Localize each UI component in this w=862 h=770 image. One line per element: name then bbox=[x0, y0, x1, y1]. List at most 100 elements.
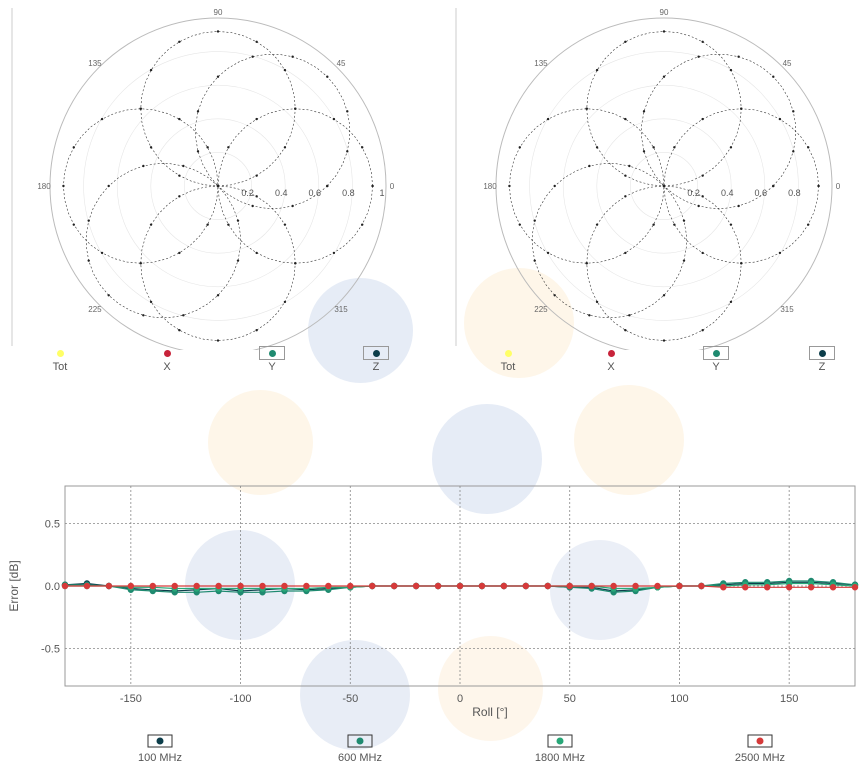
x-tick-label-5: 100 bbox=[670, 693, 688, 705]
polar-left-series-y-point-10 bbox=[149, 146, 153, 149]
polar-right-series-y-point-17 bbox=[624, 329, 627, 332]
polar-right-series-x-point-17 bbox=[652, 223, 655, 226]
legend-dot-z bbox=[372, 349, 380, 357]
legend-dot-tot-right bbox=[504, 349, 512, 357]
polar-left-angle-label-225: 225 bbox=[88, 305, 102, 314]
series-2500-mhz-point-4 bbox=[149, 582, 156, 590]
legend-item-z[interactable]: Z bbox=[346, 346, 406, 373]
legend-dot-2500-mhz bbox=[756, 737, 764, 745]
legend-item-x-right[interactable]: X bbox=[581, 346, 641, 373]
polar-left-series-x-point-22 bbox=[332, 251, 336, 255]
polar-left-series-y-point-23 bbox=[255, 195, 258, 198]
series-2500-mhz-point-10 bbox=[281, 582, 288, 590]
polar-right-series-y-point-7 bbox=[624, 40, 627, 43]
polar-right-series-z-point-8 bbox=[642, 150, 646, 153]
polar-left-series-y-point-16 bbox=[149, 300, 153, 304]
legend-dot-100-mhz bbox=[156, 737, 164, 745]
polar-left-series-z-point-15 bbox=[107, 294, 110, 297]
legend-label-z-right: Z bbox=[818, 361, 826, 373]
legend-label-tot: Tot bbox=[52, 361, 68, 373]
legend-symbol-y-right bbox=[703, 346, 729, 360]
polar-right-angle-label-225: 225 bbox=[534, 305, 548, 314]
polar-right-series-y-point-10 bbox=[595, 146, 599, 149]
polar-right-series-x-point-5 bbox=[673, 146, 676, 149]
series-2500-mhz-point-29 bbox=[698, 582, 705, 590]
polar-right-series-z-point-13 bbox=[533, 219, 536, 222]
legend-item-y[interactable]: Y bbox=[242, 346, 302, 373]
polar-left-angle-label-315: 315 bbox=[334, 305, 348, 314]
legend-item-tot[interactable]: Tot bbox=[30, 346, 90, 373]
polar-left-angle-label-90: 90 bbox=[214, 8, 223, 17]
y-tick-label-1: 0.0 bbox=[45, 581, 60, 593]
polar-left-series-x-point-24 bbox=[371, 184, 374, 188]
polar-left-series-y-point-3 bbox=[294, 107, 297, 110]
polar-right-series-z-point-6 bbox=[662, 75, 666, 78]
polar-chart-right: 045901351802252703150.20.40.60.8 bbox=[452, 8, 862, 365]
polar-right-ring-4 bbox=[529, 51, 799, 321]
series-2500-mhz-point-6 bbox=[193, 582, 200, 590]
polar-right-series-y-point-9 bbox=[585, 107, 588, 110]
polar-right-series-y-point-21 bbox=[740, 262, 743, 265]
legend-dot-600-mhz bbox=[356, 737, 364, 745]
legend-item-600-mhz[interactable]: 600 MHz bbox=[338, 734, 382, 764]
polar-right-series-z-point-2 bbox=[792, 110, 795, 113]
polar-right-series-x-point-13 bbox=[518, 223, 521, 226]
legend-symbol-x-right bbox=[602, 346, 620, 360]
polar-right-angle-label-135: 135 bbox=[534, 59, 548, 68]
polar-left-series-y-point-4 bbox=[283, 68, 287, 72]
legend-item-100-mhz[interactable]: 100 MHz bbox=[138, 734, 182, 764]
legend-item-tot-right[interactable]: Tot bbox=[478, 346, 538, 373]
polar-right-radial-tick-2: 0.6 bbox=[755, 188, 768, 198]
legend-label-tot-right: Tot bbox=[500, 361, 516, 373]
polar-left-series-y-point-6 bbox=[216, 30, 220, 33]
legend-label-1800-mhz: 1800 MHz bbox=[535, 752, 585, 764]
polar-left-series-z-point-23 bbox=[291, 204, 294, 208]
polar-left-series-z-point-5 bbox=[251, 55, 254, 58]
x-tick-label-2: -50 bbox=[342, 693, 358, 705]
polar-left-series-x-point-1 bbox=[361, 146, 364, 149]
legend-dot-1800-mhz bbox=[556, 737, 564, 745]
polar-left-series-x-point-8 bbox=[178, 117, 181, 121]
polar-left-series-x-point-11 bbox=[72, 146, 75, 149]
polar-right-angle-label-45: 45 bbox=[783, 59, 792, 68]
series-2500-mhz-point-15 bbox=[390, 582, 398, 590]
roll-error-line-chart-svg: -150 -100 -50 0 50 100 150 -0.5 0.0 0.5 Roll [°] Er… bbox=[7, 485, 859, 764]
polar-left-series-x-point-5 bbox=[227, 146, 230, 149]
polar-right-ring-3 bbox=[562, 84, 766, 288]
polar-left-legend: Tot X Y Z bbox=[0, 346, 430, 386]
legend-item-z-right[interactable]: Z bbox=[792, 346, 852, 373]
legend-dot-tot bbox=[56, 349, 64, 357]
polar-right-series-y-point-13 bbox=[624, 195, 627, 198]
polar-left-series-z-point-16 bbox=[142, 314, 145, 317]
polar-left-series-x-point-20 bbox=[255, 251, 258, 255]
polar-right-series-y-point-2 bbox=[729, 146, 733, 149]
series-2500-mhz-point-3 bbox=[127, 582, 135, 590]
polar-left-series-y-point-20 bbox=[283, 300, 287, 304]
polar-left-ring-3 bbox=[116, 84, 320, 288]
polar-right-series-z-point-14 bbox=[533, 259, 536, 262]
y-tick-label-0: -0.5 bbox=[41, 644, 60, 656]
polar-left-series-z-point-14 bbox=[87, 259, 90, 262]
polar-right-series-z-point-20 bbox=[682, 219, 686, 222]
series-2500-mhz-point-28 bbox=[676, 582, 683, 590]
polar-left-series-y-point-17 bbox=[178, 329, 181, 332]
polar-left-radial-tick-1: 0.4 bbox=[275, 188, 288, 198]
polar-chart-right-svg: 045901351802252703150.20.40.60.8 bbox=[455, 8, 841, 365]
series-2500-mhz-point-7 bbox=[215, 582, 222, 590]
polar-left-series-z-point-1 bbox=[346, 150, 349, 153]
polar-right-series-z-point-10 bbox=[628, 164, 631, 168]
polar-left-series-z-point-24 bbox=[326, 184, 329, 188]
polar-right-radial-tick-3: 0.8 bbox=[788, 188, 801, 198]
polar-left-series-z-point-8 bbox=[196, 150, 200, 153]
legend-item-2500-mhz[interactable]: 2500 MHz bbox=[735, 734, 785, 764]
legend-item-x[interactable]: X bbox=[137, 346, 197, 373]
polar-right-series-y-point-1 bbox=[701, 174, 704, 177]
polar-left-series-y-point-13 bbox=[178, 195, 181, 198]
polar-right-series-y-point-5 bbox=[701, 40, 704, 43]
series-2500-mhz-point-2 bbox=[105, 582, 113, 590]
polar-left-series-z-point-3 bbox=[326, 75, 329, 78]
legend-item-1800-mhz[interactable]: 1800 MHz bbox=[535, 734, 585, 764]
series-2500-mhz-point-23 bbox=[566, 582, 573, 590]
polar-left-series-y-point-19 bbox=[255, 329, 258, 332]
legend-item-y-right[interactable]: Y bbox=[686, 346, 746, 373]
